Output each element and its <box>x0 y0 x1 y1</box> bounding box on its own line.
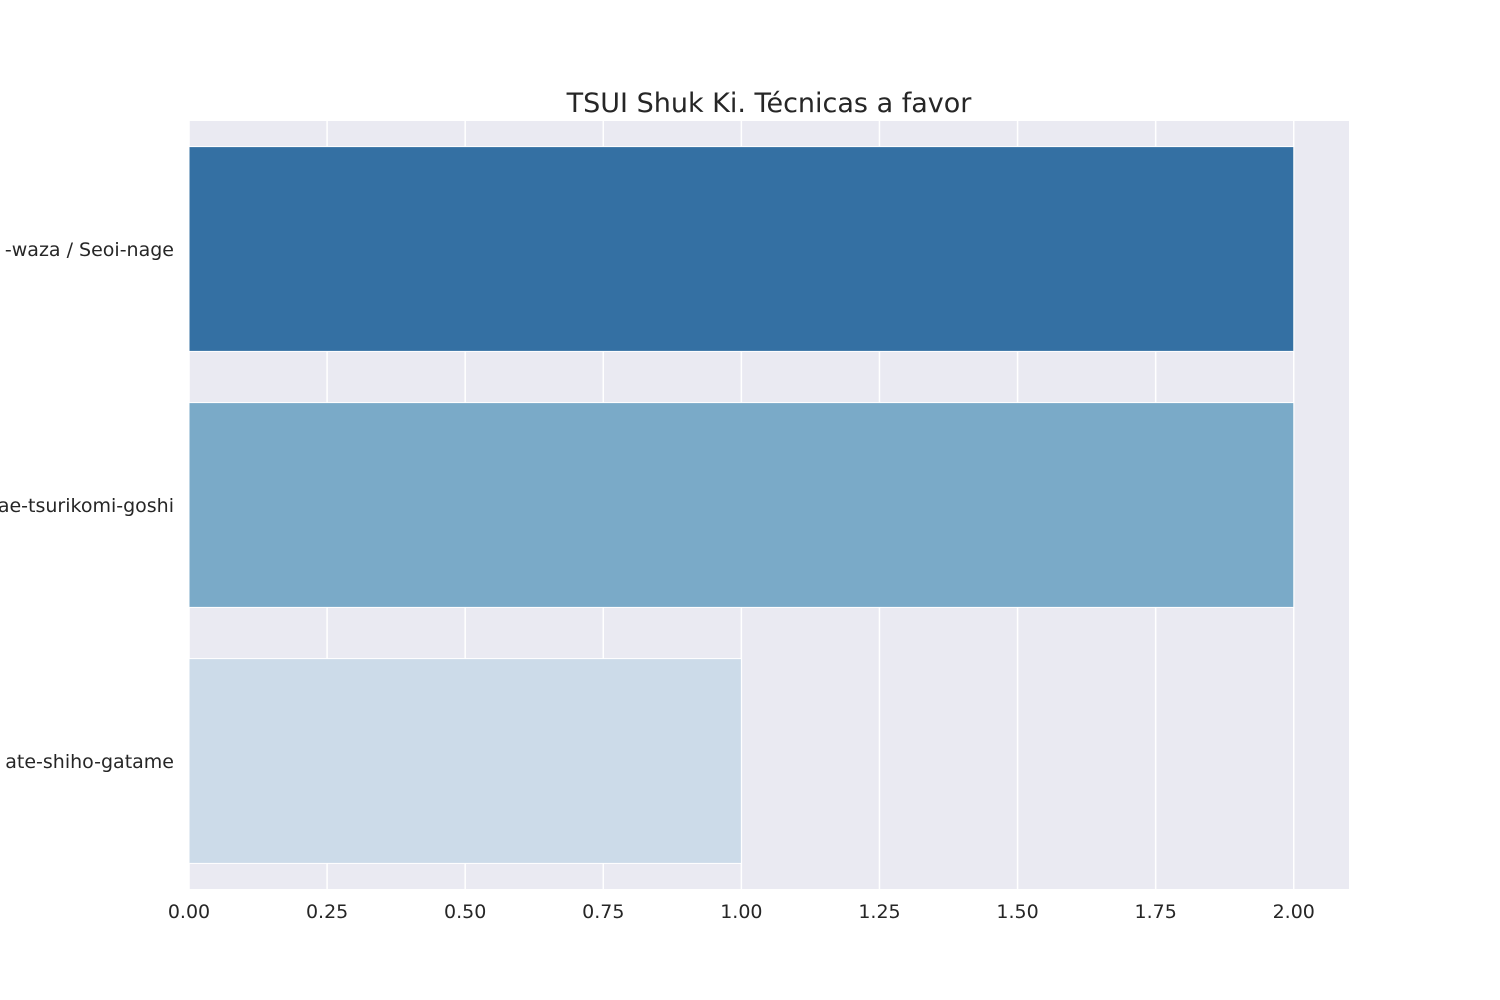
x-tick-label: 0.50 <box>444 901 486 923</box>
x-tick-label: 1.75 <box>1135 901 1177 923</box>
bars <box>188 146 1295 864</box>
y-tick-label: ate-shiho-gatame <box>5 751 174 773</box>
bar <box>188 402 1295 608</box>
x-tick-label: 0.00 <box>168 901 210 923</box>
y-tick-label: ae-tsurikomi-goshi <box>0 495 174 517</box>
y-tick-label: -waza / Seoi-nage <box>5 239 174 261</box>
x-tick-label: 1.25 <box>858 901 900 923</box>
chart-title: TSUI Shuk Ki. Técnicas a favor <box>566 88 973 119</box>
x-tick-label: 0.25 <box>306 901 348 923</box>
bar <box>188 146 1295 352</box>
x-tick-label: 1.00 <box>720 901 762 923</box>
x-tick-label: 1.50 <box>996 901 1038 923</box>
x-tick-label: 0.75 <box>582 901 624 923</box>
y-axis-ticks: -waza / Seoi-nage ae-tsurikomi-goshi ate-s… <box>0 239 174 773</box>
bar <box>188 658 742 864</box>
x-axis-ticks: 0.00 0.25 0.50 0.75 1.00 1.25 1.50 1.75 2.00 <box>168 901 1315 923</box>
x-tick-label: 2.00 <box>1273 901 1315 923</box>
